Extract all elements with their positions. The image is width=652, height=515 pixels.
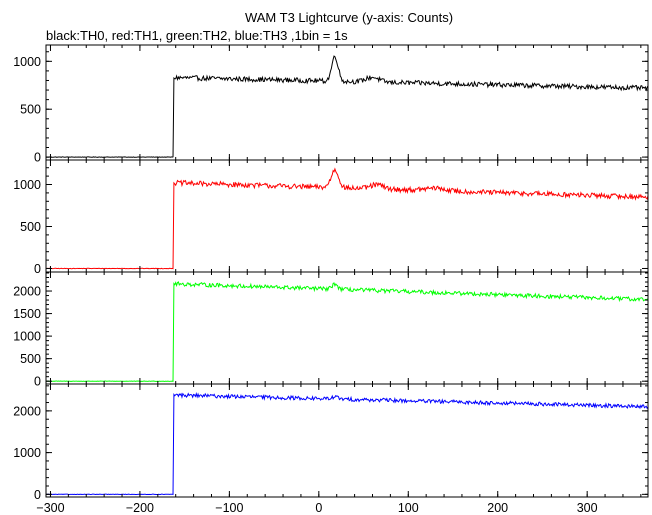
panel-th3: 0 1000 2000 — [13, 383, 649, 502]
panel-frame — [45, 383, 649, 498]
y-tick-label: 1000 — [13, 446, 41, 460]
y-tick-label: 0 — [34, 375, 41, 389]
chart-title: WAM T3 Lightcurve (y-axis: Counts) — [245, 10, 453, 25]
y-tick-label: 1000 — [13, 330, 41, 344]
y-tick-label: 0 — [34, 151, 41, 165]
y-tick-label: 1000 — [13, 55, 41, 69]
panel-frame — [45, 271, 649, 385]
y-tick-label: 500 — [20, 220, 41, 234]
x-tick-label: 200 — [487, 501, 508, 515]
series-line-th0 — [46, 55, 648, 158]
y-tick-label: 500 — [20, 352, 41, 366]
x-tick-label: 100 — [398, 501, 419, 515]
y-tick-label: 2000 — [13, 404, 41, 418]
y-tick-label: 2000 — [13, 285, 41, 299]
panel-frame — [45, 159, 649, 273]
x-tick-label: −200 — [126, 501, 154, 515]
panel-th2: 0 500 1000 1500 2000 — [13, 271, 649, 389]
panel-th1: 0 500 1000 — [13, 159, 649, 276]
y-tick-label: 500 — [20, 103, 41, 117]
y-tick-label: 1500 — [13, 307, 41, 321]
x-tick-label: 0 — [315, 501, 322, 515]
series-line-th2 — [46, 281, 648, 382]
y-tick-label: 0 — [34, 262, 41, 276]
panel-th0: 0 500 1000 — [13, 44, 649, 165]
y-tick-label: 1000 — [13, 178, 41, 192]
x-tick-label: −100 — [215, 501, 243, 515]
panel-frame — [45, 44, 649, 161]
x-tick-label: 300 — [577, 501, 598, 515]
series-line-th1 — [46, 167, 648, 270]
x-tick-label: −300 — [36, 501, 64, 515]
chart-subtitle: black:TH0, red:TH1, green:TH2, blue:TH3 … — [46, 28, 348, 43]
y-tick-label: 0 — [34, 488, 41, 502]
series-line-th3 — [46, 392, 648, 496]
